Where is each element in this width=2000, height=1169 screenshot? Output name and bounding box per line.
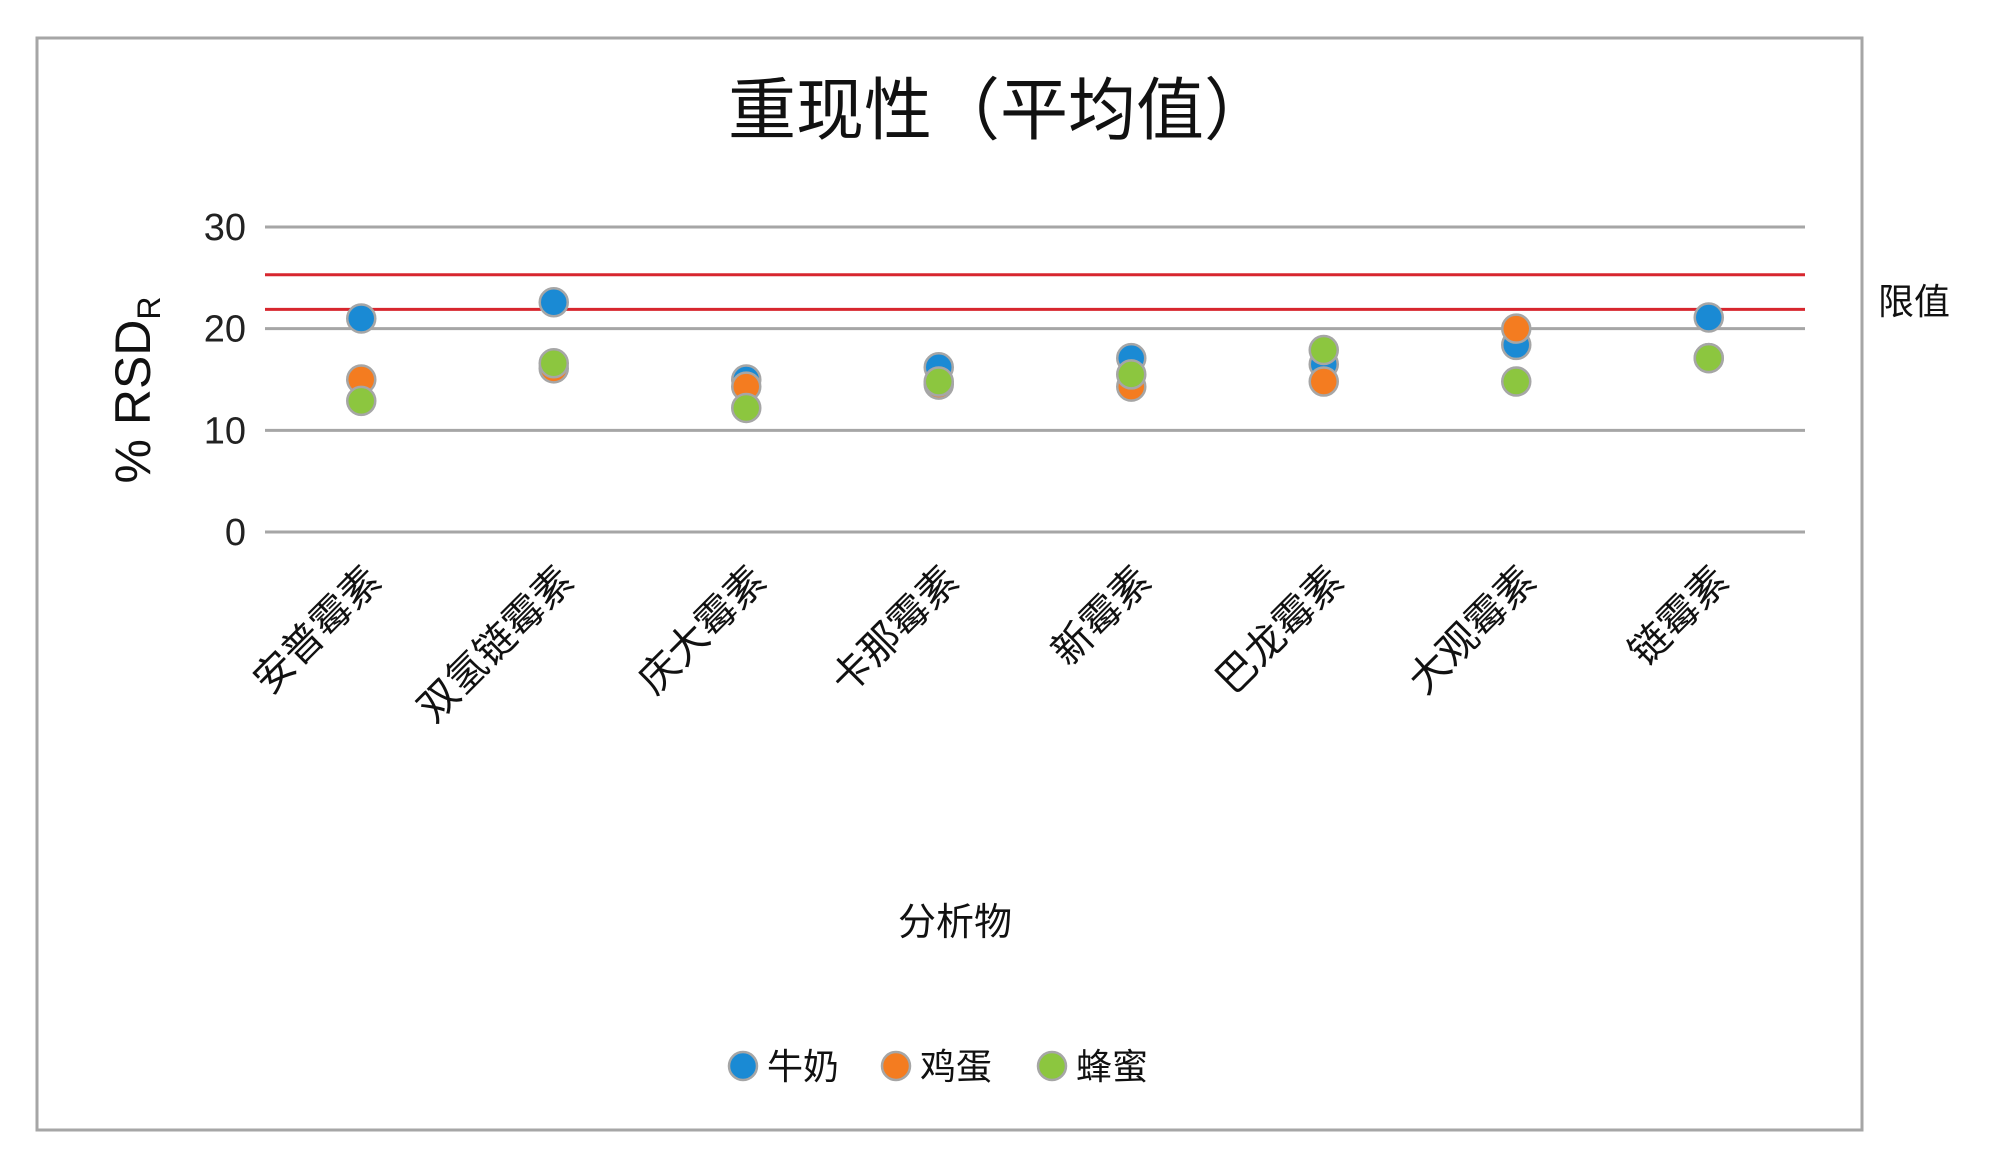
legend-label-鸡蛋: 鸡蛋	[920, 1047, 992, 1088]
y-tick-label: 0	[225, 512, 246, 554]
point-蜂蜜-大观霉素	[1501, 366, 1532, 397]
legend-marker-蜂蜜	[1036, 1050, 1068, 1082]
chart-title: 重现性（平均值）	[728, 72, 1272, 151]
point-蜂蜜-链霉素	[1693, 342, 1724, 374]
limit-lines	[265, 273, 1805, 311]
point-鸡蛋-巴龙霉素	[1308, 366, 1339, 397]
y-axis-title-subscript: R	[131, 296, 167, 319]
point-蜂蜜-卡那霉素	[923, 366, 954, 397]
point-鸡蛋-大观霉素	[1501, 313, 1532, 344]
point-蜂蜜-巴龙霉素	[1308, 334, 1339, 366]
legend-marker-牛奶	[727, 1050, 759, 1082]
x-axis-title: 分析物	[898, 900, 1012, 944]
point-牛奶-安普霉素	[346, 303, 377, 334]
point-牛奶-双氢链霉素	[538, 286, 569, 318]
y-axis-title: % RSDR	[105, 296, 167, 483]
legend-marker-鸡蛋	[880, 1050, 912, 1082]
chart-frame	[35, 36, 1864, 1132]
gridlines	[265, 225, 1805, 534]
legend-label-牛奶: 牛奶	[767, 1047, 839, 1088]
y-tick-label: 10	[204, 410, 246, 452]
point-蜂蜜-新霉素	[1116, 359, 1147, 390]
point-蜂蜜-庆大霉素	[731, 392, 762, 424]
legend-label-蜂蜜: 蜂蜜	[1076, 1047, 1148, 1088]
point-蜂蜜-双氢链霉素	[538, 347, 569, 379]
point-牛奶-链霉素	[1693, 302, 1724, 333]
legend: 牛奶 鸡蛋 蜂蜜	[727, 1047, 1148, 1088]
limit-label: 限值	[1878, 282, 1950, 323]
point-蜂蜜-安普霉素	[346, 385, 377, 417]
y-tick-labels: 0 10 20 30	[204, 207, 246, 554]
y-tick-label: 30	[204, 207, 246, 249]
y-tick-label: 20	[204, 309, 246, 351]
data-points	[346, 286, 1724, 424]
